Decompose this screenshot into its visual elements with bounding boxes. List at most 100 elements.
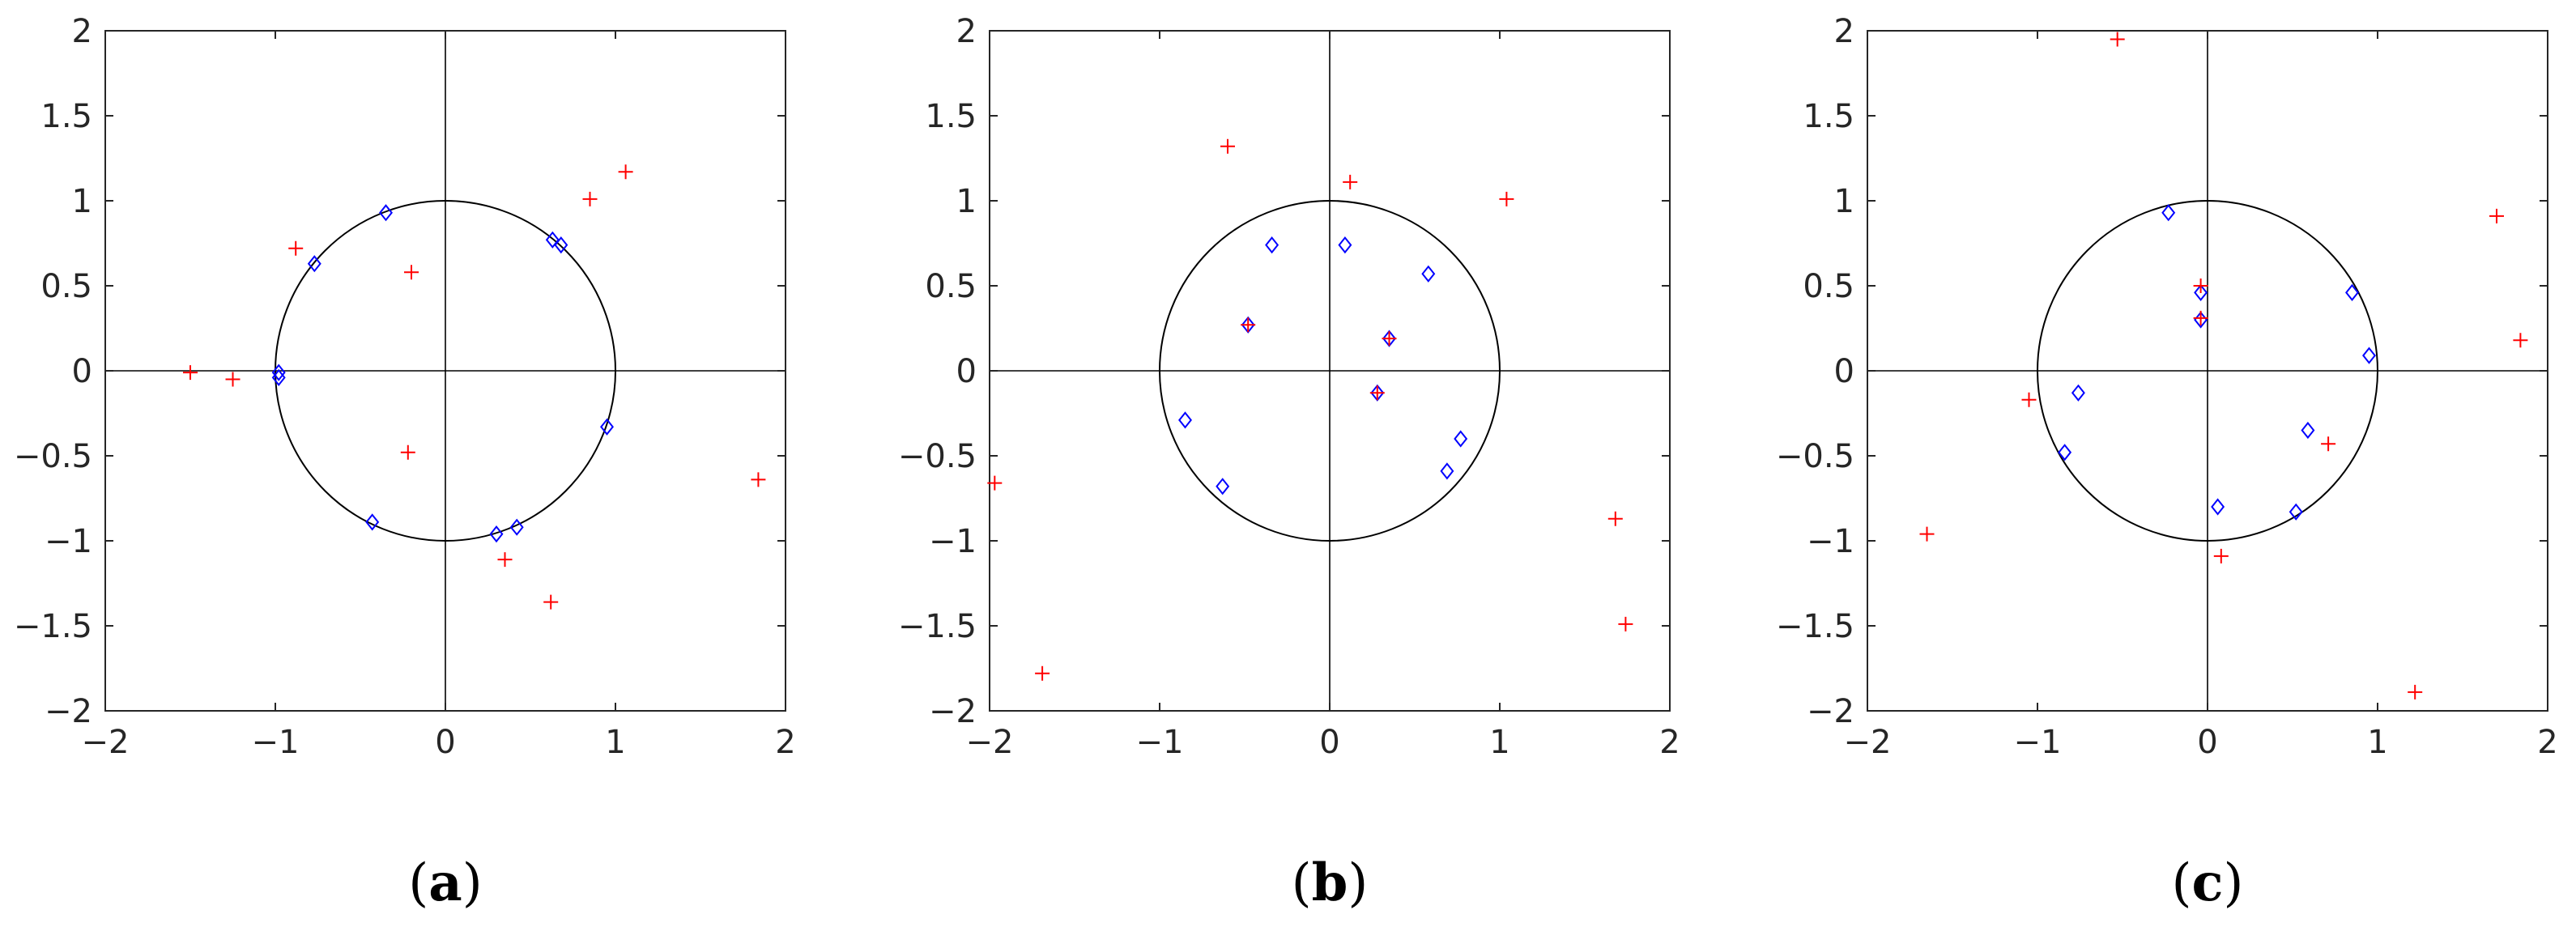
diamond-marker — [1421, 265, 1436, 283]
x-tick-label: 1 — [605, 724, 625, 761]
plus-marker — [2321, 436, 2336, 452]
plus-marker — [1369, 385, 1385, 401]
panel-label: (b) — [1292, 853, 1369, 913]
diamond-marker — [365, 513, 380, 531]
unit-circle — [1159, 200, 1501, 542]
x-tick-label: −1 — [1136, 724, 1184, 761]
diamond-marker — [2194, 283, 2208, 302]
plus-marker — [751, 472, 766, 487]
y-tick-label: −1 — [1807, 523, 1854, 560]
panel-label: (c) — [2172, 853, 2244, 913]
plus-marker — [1919, 526, 1935, 542]
plus-marker — [2110, 32, 2125, 47]
y-tick-label: −1 — [45, 523, 92, 560]
diamond-marker — [307, 255, 321, 273]
diamond-marker — [2161, 204, 2176, 222]
x-tick-label: −1 — [2014, 724, 2062, 761]
x-tick-label: −1 — [252, 724, 300, 761]
y-tick-label: −2 — [929, 693, 977, 730]
y-tick-label: 2 — [956, 13, 977, 50]
plus-marker — [987, 475, 1003, 491]
diamond-marker — [2071, 384, 2085, 402]
plus-marker — [1499, 191, 1514, 206]
plus-marker — [2193, 279, 2208, 293]
diamond-marker — [271, 368, 286, 387]
plus-marker — [543, 594, 559, 610]
x-tick-label: −2 — [82, 724, 130, 761]
y-tick-label: 0.5 — [40, 268, 92, 305]
chart-panel-b: −2 −1 0 1 2 2 1.5 1 0.5 0 −0.5 −1 −1.5 −2 (b) — [898, 13, 1680, 913]
y-tick-label: 1 — [1834, 183, 1854, 220]
diamond-marker — [1454, 430, 1468, 448]
x-tick-label: 0 — [2197, 724, 2217, 761]
diamond-marker — [2301, 421, 2315, 440]
diamond-marker — [545, 231, 560, 249]
panel-label: (a) — [408, 853, 482, 913]
diamond-marker — [1265, 236, 1279, 254]
plus-marker — [2489, 208, 2504, 223]
y-tick-label: −1.5 — [898, 608, 977, 645]
diamond-marker — [2289, 503, 2303, 521]
x-tick-label: 2 — [1659, 724, 1680, 761]
diamond-marker — [1216, 478, 1230, 495]
y-tick-label: 0 — [956, 353, 977, 390]
plus-marker — [2513, 333, 2528, 348]
y-tick-label: −1 — [929, 523, 977, 560]
diamond-marker — [2362, 347, 2376, 364]
y-tick-label: 1 — [956, 183, 977, 220]
x-tick-label: 1 — [1489, 724, 1509, 761]
diamond-marker — [271, 364, 286, 381]
diamond-marker — [2211, 498, 2225, 516]
diamond-marker — [2058, 444, 2072, 461]
y-tick-label: −1.5 — [14, 608, 92, 645]
y-tick-label: −0.5 — [1776, 438, 1854, 475]
plus-marker — [404, 265, 419, 280]
x-tick-label: 0 — [1319, 724, 1339, 761]
plus-marker — [497, 552, 513, 568]
plus-marker — [1241, 317, 1256, 333]
diamond-marker — [489, 525, 504, 543]
y-tick-label: −1.5 — [1776, 608, 1854, 645]
unit-circle — [275, 200, 616, 542]
diamond-marker — [600, 418, 614, 436]
diamond-marker — [379, 204, 393, 222]
plus-marker — [1220, 138, 1235, 154]
diamond-marker — [1338, 236, 1352, 254]
y-tick-label: −0.5 — [898, 438, 977, 475]
plus-marker — [1607, 511, 1623, 526]
y-tick-label: −2 — [45, 693, 92, 730]
chart-panel-c: −2 −1 0 1 2 2 1.5 1 0.5 0 −0.5 −1 −1.5 −2 (c) — [1776, 13, 2558, 913]
plus-marker — [618, 164, 633, 180]
x-tick-label: 1 — [2367, 724, 2387, 761]
plus-marker — [582, 191, 598, 206]
plus-marker — [225, 372, 241, 387]
y-tick-label: 1.5 — [1803, 98, 1854, 135]
plus-marker — [1618, 616, 1633, 631]
plus-marker — [400, 444, 415, 460]
x-tick-label: −2 — [966, 724, 1014, 761]
y-tick-label: 0 — [72, 353, 92, 390]
plus-marker — [2213, 548, 2229, 563]
plus-marker — [2021, 392, 2037, 407]
x-tick-label: 2 — [2537, 724, 2557, 761]
x-tick-label: −2 — [1844, 724, 1892, 761]
plus-marker — [1382, 331, 1397, 347]
y-tick-label: 1.5 — [40, 98, 92, 135]
x-tick-label: 2 — [775, 724, 795, 761]
diamond-marker — [1178, 411, 1192, 429]
diamond-marker — [2345, 283, 2359, 302]
y-tick-label: 1.5 — [925, 98, 977, 135]
plus-marker — [2408, 684, 2423, 699]
chart-panel-a: −2 −1 0 1 2 2 1.5 1 0.5 0 −0.5 −1 −1.5 −2 (a) — [14, 13, 796, 913]
y-tick-label: −2 — [1807, 693, 1854, 730]
plus-marker — [1343, 174, 1358, 189]
unit-circle — [2037, 200, 2378, 542]
diamond-marker — [554, 236, 568, 254]
y-tick-label: 0.5 — [925, 268, 977, 305]
plus-marker — [2193, 310, 2208, 325]
plus-marker — [288, 240, 304, 256]
y-tick-label: 0.5 — [1803, 268, 1854, 305]
plus-marker — [183, 365, 198, 381]
diamond-marker — [1440, 462, 1454, 480]
